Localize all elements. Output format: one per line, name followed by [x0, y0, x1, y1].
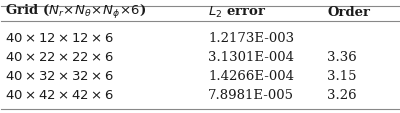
Text: 3.36: 3.36: [327, 51, 357, 63]
Text: 3.26: 3.26: [327, 88, 357, 101]
Text: $40\times 42\times 42\times 6$: $40\times 42\times 42\times 6$: [5, 88, 114, 101]
Text: Grid ($N_r\!\times\!N_\theta\!\times\!N_\phi\!\times\!6$): Grid ($N_r\!\times\!N_\theta\!\times\!N_…: [5, 3, 146, 21]
Text: $40\times 32\times 32\times 6$: $40\times 32\times 32\times 6$: [5, 69, 114, 82]
Text: 1.2173E-003: 1.2173E-003: [208, 32, 294, 44]
Text: $40\times 22\times 22\times 6$: $40\times 22\times 22\times 6$: [5, 51, 114, 63]
Text: 1.4266E-004: 1.4266E-004: [208, 69, 294, 82]
Text: 3.1301E-004: 3.1301E-004: [208, 51, 294, 63]
Text: 7.8981E-005: 7.8981E-005: [208, 88, 294, 101]
Text: 3.15: 3.15: [327, 69, 357, 82]
Text: $L_2$ error: $L_2$ error: [208, 5, 266, 19]
Text: $40\times 12\times 12\times 6$: $40\times 12\times 12\times 6$: [5, 32, 114, 44]
Text: Order: Order: [327, 6, 370, 18]
